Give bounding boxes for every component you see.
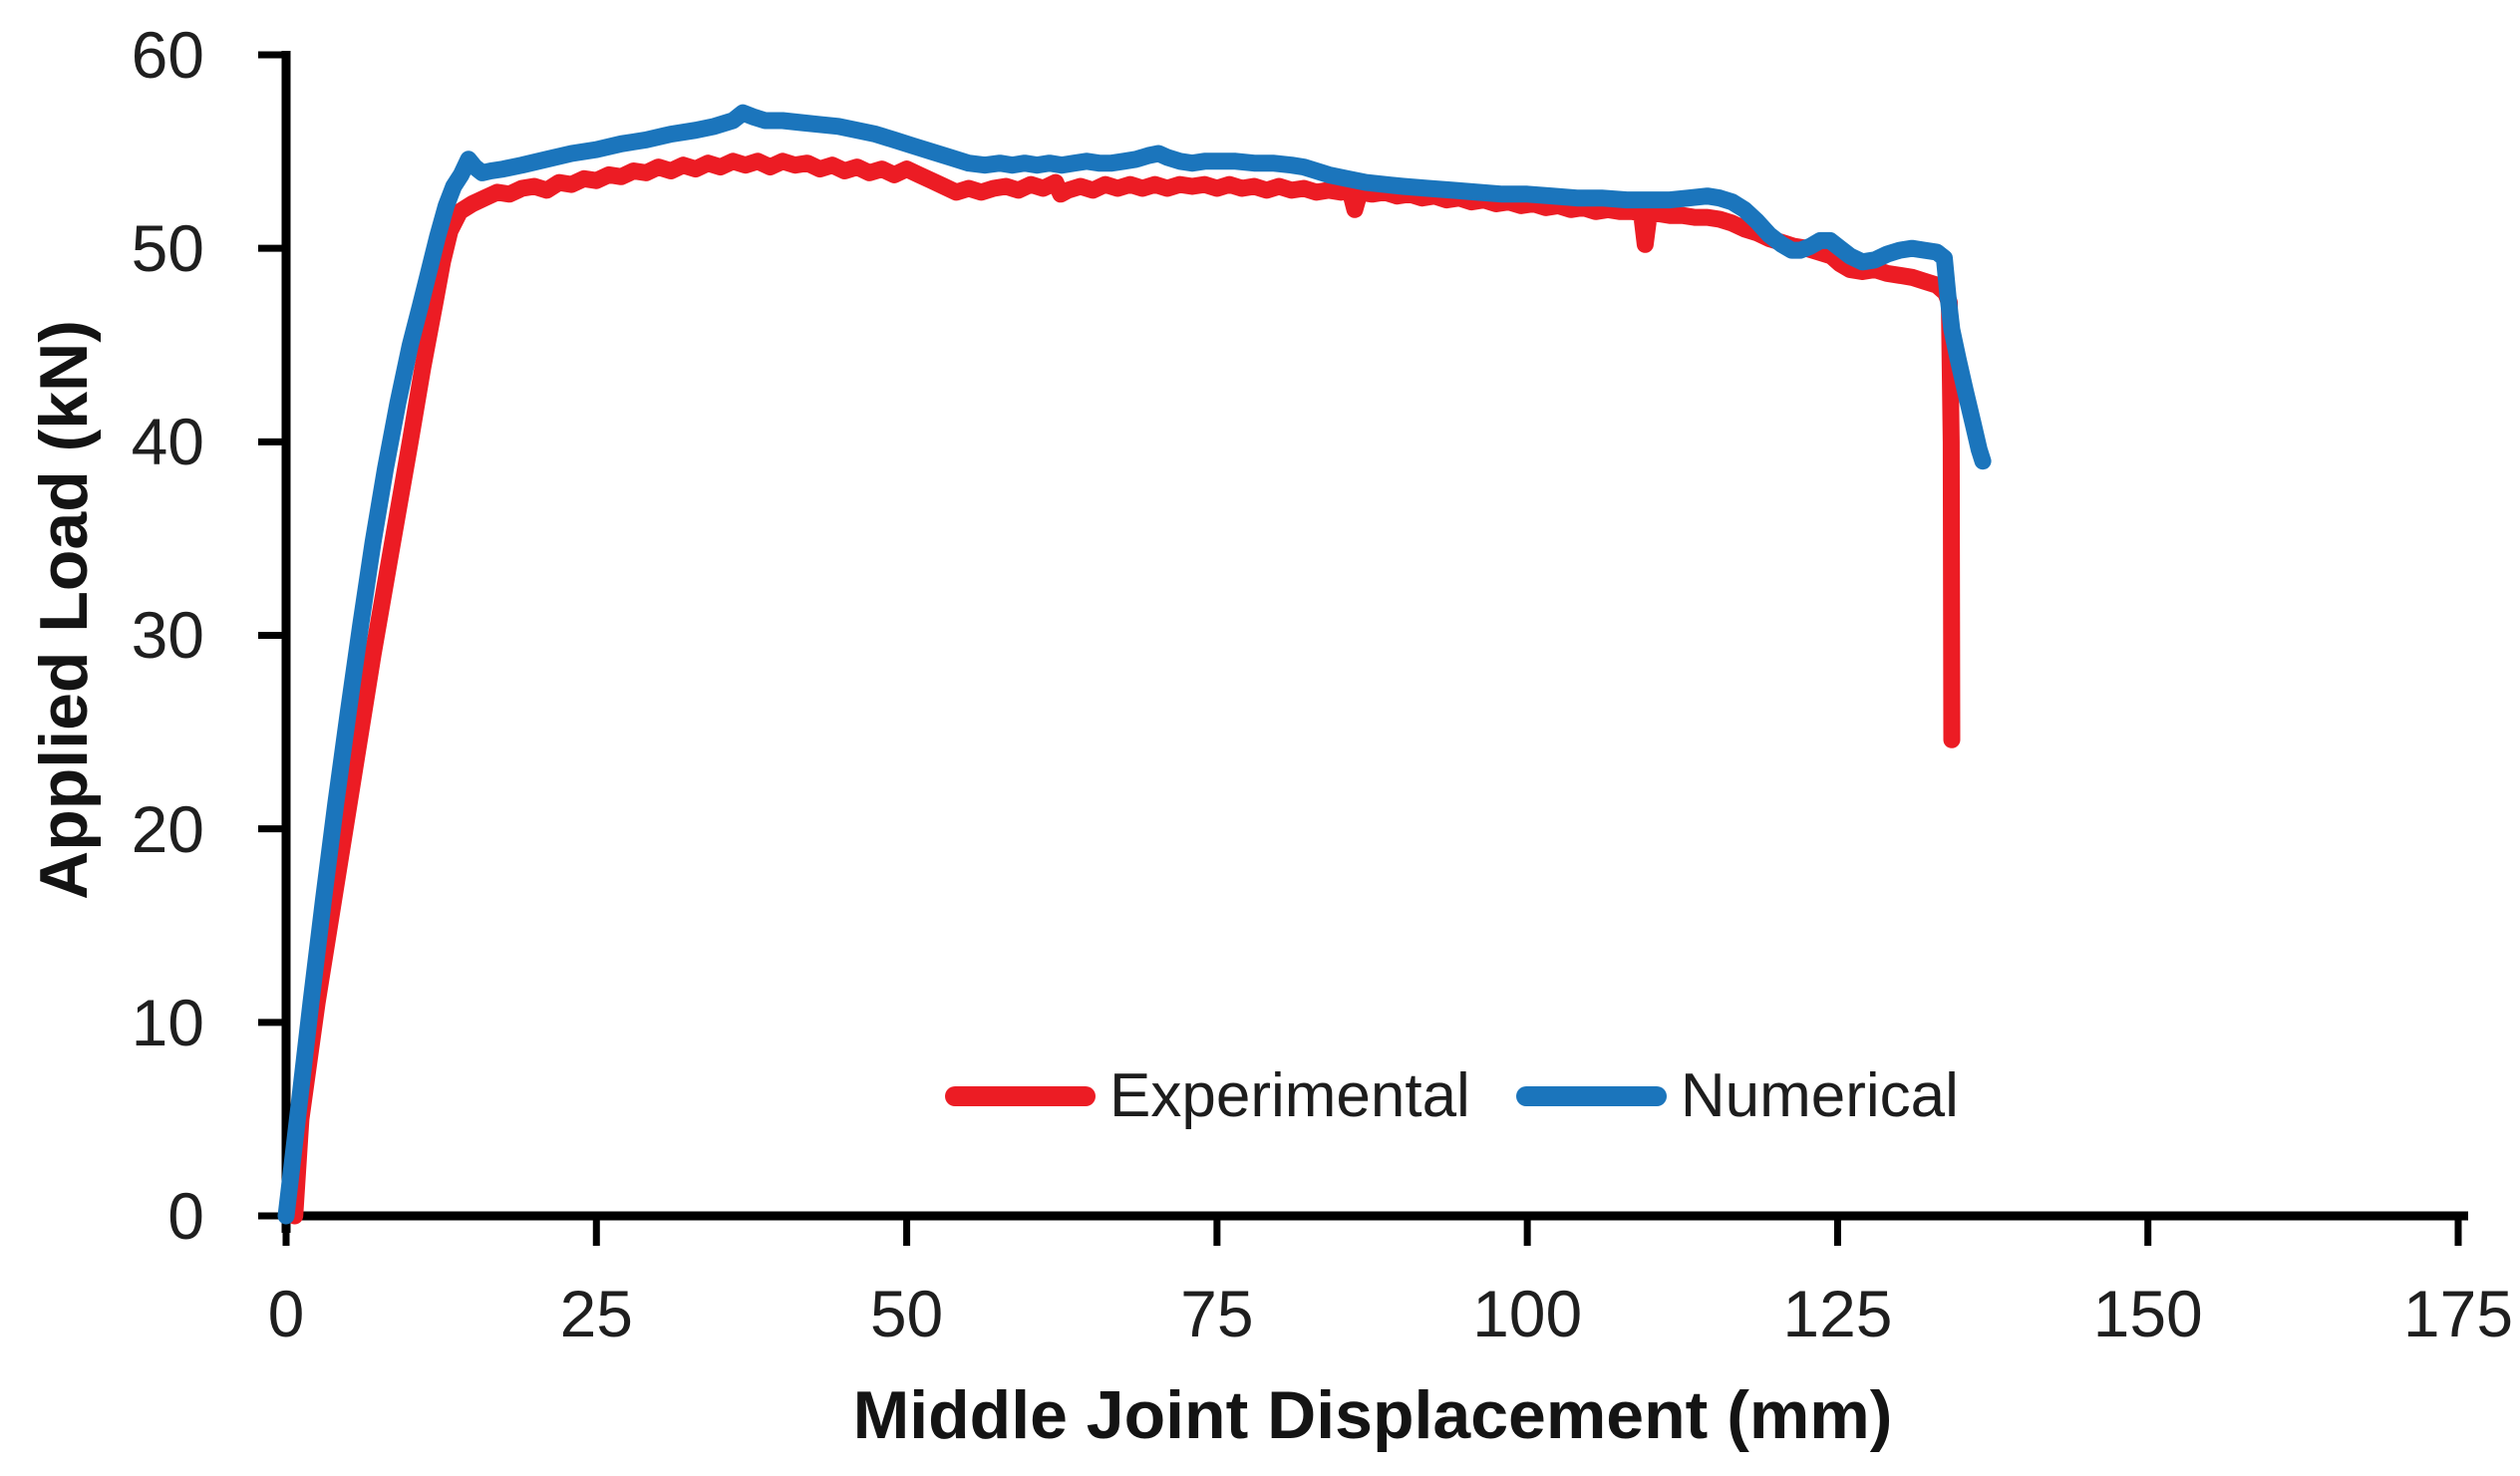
y-axis-title: Applied Load (kN) — [26, 320, 102, 900]
legend: Experimental Numerical — [945, 1065, 1959, 1127]
x-tick-label: 75 — [1180, 1277, 1254, 1350]
y-tick-label: 10 — [131, 985, 204, 1059]
y-tick-label: 0 — [167, 1179, 204, 1253]
legend-label-numerical: Numerical — [1680, 1061, 1959, 1130]
x-tick-label: 125 — [1782, 1277, 1893, 1350]
series-line-numerical — [277, 104, 1992, 1225]
x-tick-label: 0 — [267, 1277, 305, 1350]
x-tick-label: 50 — [869, 1277, 944, 1350]
legend-spacer — [1484, 1096, 1502, 1097]
legend-swatch-numerical — [1515, 1086, 1667, 1106]
x-tick-label: 175 — [2402, 1277, 2514, 1350]
series-line-experimental — [286, 152, 1961, 1225]
x-tick-label: 100 — [1472, 1277, 1583, 1350]
y-tick-label: 50 — [131, 211, 204, 286]
x-tick-label: 150 — [2092, 1277, 2203, 1350]
y-tick-label: 30 — [131, 598, 204, 673]
y-tick-label: 60 — [131, 17, 204, 92]
legend-label-experimental: Experimental — [1109, 1061, 1470, 1130]
x-axis-title: Middle Joint Displacement (mm) — [852, 1377, 1893, 1453]
x-tick-label: 25 — [559, 1277, 633, 1350]
y-tick-label: 40 — [131, 405, 204, 479]
y-tick-label: 20 — [131, 791, 204, 866]
legend-swatch-experimental — [945, 1086, 1096, 1106]
